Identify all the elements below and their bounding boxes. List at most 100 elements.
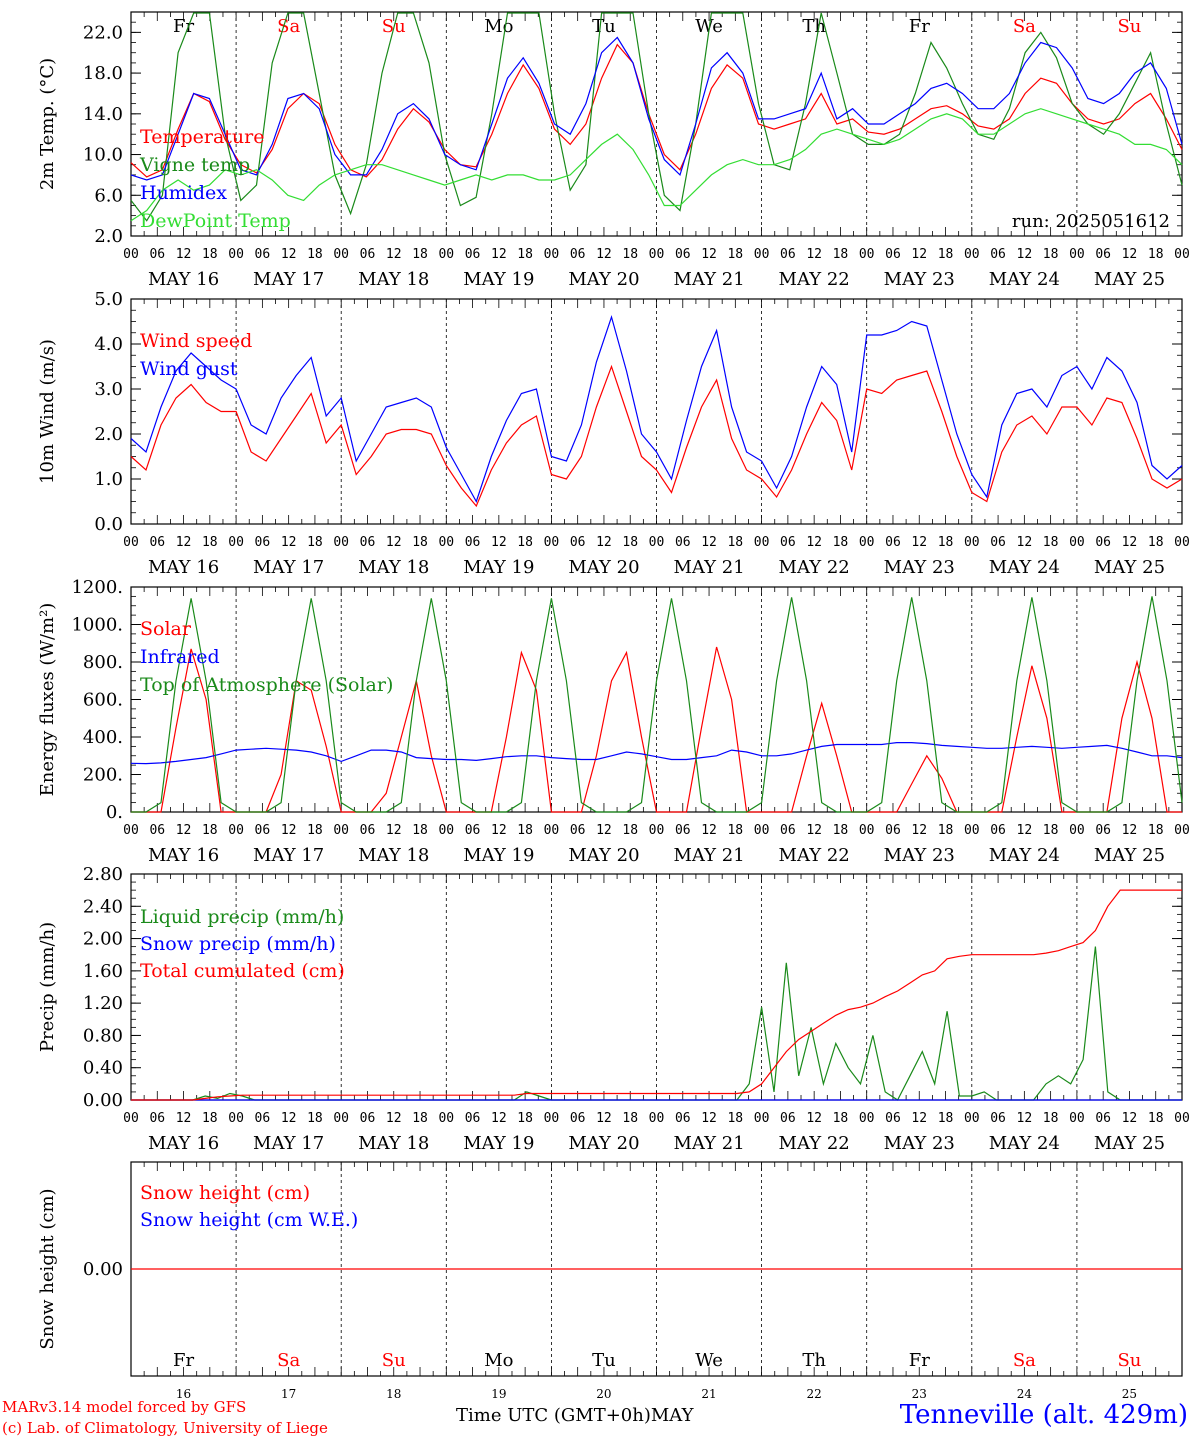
hour-tick-label: 06 bbox=[360, 247, 376, 262]
hour-tick-label: 18 bbox=[938, 823, 954, 838]
hour-tick-label: 18 bbox=[412, 1111, 428, 1126]
hour-tick-label: 06 bbox=[149, 1111, 165, 1126]
hour-tick-label: 12 bbox=[386, 823, 402, 838]
weekday-label: Sa bbox=[277, 16, 300, 37]
hour-tick-label: 00 bbox=[544, 1111, 560, 1126]
hour-tick-label: 00 bbox=[228, 1111, 244, 1126]
legend-entry: Snow precip (mm/h) bbox=[140, 933, 336, 955]
hour-tick-label: 00 bbox=[754, 1111, 770, 1126]
hour-tick-label: 00 bbox=[754, 535, 770, 550]
hour-tick-label: 12 bbox=[701, 535, 717, 550]
hour-tick-label: 00 bbox=[754, 823, 770, 838]
run-annotation: run: 2025051612 bbox=[1012, 211, 1170, 232]
date-label: MAY 23 bbox=[884, 557, 955, 578]
weekday-label: Sa bbox=[1013, 16, 1036, 37]
hour-tick-label: 00 bbox=[964, 823, 980, 838]
hour-tick-label: 00 bbox=[123, 535, 139, 550]
date-label: MAY 23 bbox=[884, 1133, 955, 1154]
date-label: MAY 20 bbox=[568, 1133, 639, 1154]
date-label: MAY 19 bbox=[463, 845, 534, 866]
hour-tick-label: 12 bbox=[281, 535, 297, 550]
hour-tick-label: 18 bbox=[517, 823, 533, 838]
day-number: 16 bbox=[176, 1387, 191, 1401]
day-number: 24 bbox=[1017, 1387, 1033, 1401]
model-credit: MARv3.14 model forced by GFS bbox=[2, 1398, 247, 1416]
hour-tick-label: 06 bbox=[990, 823, 1006, 838]
hour-tick-label: 06 bbox=[675, 247, 691, 262]
hour-tick-label: 06 bbox=[465, 1111, 481, 1126]
hour-tick-label: 00 bbox=[123, 823, 139, 838]
day-number: 19 bbox=[491, 1387, 506, 1401]
date-label: MAY 17 bbox=[253, 269, 324, 290]
hour-tick-label: 06 bbox=[465, 535, 481, 550]
date-label: MAY 25 bbox=[1094, 557, 1165, 578]
lab-credit: (c) Lab. of Climatology, University of L… bbox=[2, 1419, 328, 1437]
y-tick-label: 600. bbox=[83, 690, 123, 711]
date-label: MAY 16 bbox=[148, 269, 219, 290]
day-number: 18 bbox=[386, 1387, 401, 1401]
date-label: MAY 16 bbox=[148, 845, 219, 866]
hour-tick-label: 00 bbox=[333, 535, 349, 550]
hour-tick-label: 18 bbox=[727, 535, 743, 550]
hour-tick-label: 00 bbox=[964, 247, 980, 262]
hour-tick-label: 00 bbox=[438, 535, 454, 550]
weekday-label: Mo bbox=[484, 16, 513, 37]
date-label: MAY 18 bbox=[358, 557, 429, 578]
series-line-temp-0 bbox=[130, 43, 1183, 178]
y-axis-label: 2m Temp. (°C) bbox=[37, 58, 58, 190]
series-line-energy-1 bbox=[130, 741, 1183, 765]
hour-tick-label: 00 bbox=[438, 823, 454, 838]
date-label: MAY 22 bbox=[779, 269, 850, 290]
hour-tick-label: 18 bbox=[307, 247, 323, 262]
hour-tick-label: 00 bbox=[1174, 1111, 1190, 1126]
plot-frame-temp bbox=[130, 11, 1183, 237]
hour-tick-label: 00 bbox=[859, 823, 875, 838]
hour-tick-label: 00 bbox=[649, 823, 665, 838]
hour-tick-label: 00 bbox=[333, 823, 349, 838]
y-tick-label: 0.80 bbox=[83, 1025, 123, 1046]
legend-entry: DewPoint Temp bbox=[140, 210, 291, 232]
hour-tick-label: 00 bbox=[649, 1111, 665, 1126]
y-tick-label: 1.20 bbox=[83, 993, 123, 1014]
hour-tick-label: 00 bbox=[228, 247, 244, 262]
hour-tick-label: 00 bbox=[1174, 247, 1190, 262]
hour-tick-label: 12 bbox=[1122, 247, 1138, 262]
hour-tick-label: 12 bbox=[596, 823, 612, 838]
date-label: MAY 23 bbox=[884, 845, 955, 866]
hour-tick-label: 06 bbox=[885, 535, 901, 550]
date-label: MAY 21 bbox=[673, 1133, 744, 1154]
y-tick-label: 0. bbox=[106, 802, 123, 823]
hour-tick-label: 00 bbox=[1069, 247, 1085, 262]
hour-tick-label: 18 bbox=[202, 247, 218, 262]
hour-tick-label: 18 bbox=[833, 247, 849, 262]
legend-entry: Humidex bbox=[140, 182, 227, 204]
hour-tick-label: 18 bbox=[622, 823, 638, 838]
date-label: MAY 24 bbox=[989, 845, 1060, 866]
hour-tick-label: 06 bbox=[570, 823, 586, 838]
hour-tick-label: 06 bbox=[675, 535, 691, 550]
hour-tick-label: 06 bbox=[1095, 247, 1111, 262]
hour-tick-label: 12 bbox=[1017, 535, 1033, 550]
weekday-label: Tu bbox=[592, 1350, 616, 1371]
y-axis-label: Energy fluxes (W/m²) bbox=[37, 603, 58, 797]
weekday-label: Th bbox=[802, 1350, 826, 1371]
hour-tick-label: 12 bbox=[806, 247, 822, 262]
hour-tick-label: 18 bbox=[833, 823, 849, 838]
hour-tick-label: 00 bbox=[1069, 1111, 1085, 1126]
date-label: MAY 16 bbox=[148, 1133, 219, 1154]
weekday-label: Fr bbox=[173, 1350, 194, 1371]
weekday-label: Su bbox=[1117, 16, 1141, 37]
day-number: 23 bbox=[912, 1387, 927, 1401]
hour-tick-label: 06 bbox=[570, 535, 586, 550]
legend-entry: Temperature bbox=[140, 126, 264, 148]
y-tick-label: 1.0 bbox=[94, 469, 123, 490]
hour-tick-label: 12 bbox=[176, 247, 192, 262]
hour-tick-label: 06 bbox=[149, 823, 165, 838]
day-number: 20 bbox=[596, 1387, 611, 1401]
hour-tick-label: 18 bbox=[202, 535, 218, 550]
hour-tick-label: 06 bbox=[360, 823, 376, 838]
hour-tick-label: 18 bbox=[307, 1111, 323, 1126]
series-line-temp-2 bbox=[130, 36, 1183, 181]
hour-tick-label: 12 bbox=[911, 247, 927, 262]
legend-entry: Infrared bbox=[140, 646, 220, 668]
